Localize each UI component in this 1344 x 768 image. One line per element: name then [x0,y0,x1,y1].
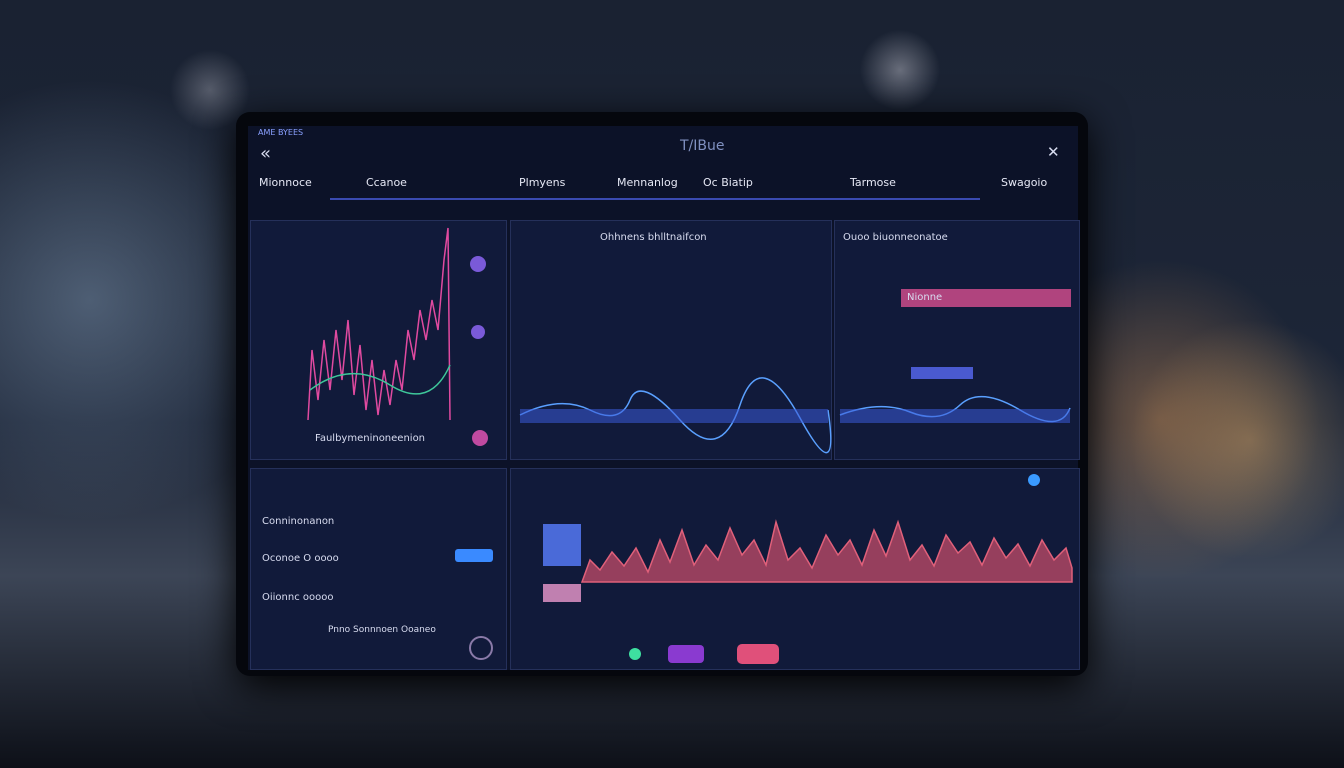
status-dot [629,648,641,660]
close-button[interactable]: ✕ [1047,143,1060,161]
icon-button[interactable] [470,256,486,272]
tab[interactable]: Plmyens [519,176,566,189]
waveform [580,519,1073,583]
button[interactable] [668,645,704,663]
tab-underline [330,198,980,200]
band [840,409,1070,423]
spike-line [307,227,451,421]
tab[interactable]: Tarmose [850,176,896,189]
trend-line [309,364,451,395]
panel [250,220,507,460]
toggle[interactable] [455,549,493,562]
band [520,409,828,423]
tab[interactable]: Ccanoe [366,176,407,189]
icon-button[interactable] [472,430,488,446]
icon-button[interactable] [471,325,485,339]
row-label: Oiionnc ooooo [262,592,334,603]
tab[interactable]: Mionnoce [259,176,312,189]
panel [250,468,507,670]
block [543,584,581,602]
status-dot [1028,474,1040,486]
icon-button[interactable] [469,636,493,660]
brand: AME BYEES [258,128,304,137]
back-button[interactable]: « [260,143,272,164]
panel-footer: Pnno Sonnnoen Ooaneo [328,625,436,635]
button[interactable] [737,644,779,664]
panel-title: Ouoo biuonneonatoe [843,232,948,243]
tab[interactable]: Oc Biatip [703,176,753,189]
row-label: Oconoe O oooo [262,553,339,564]
row-label: Conninonanon [262,516,335,527]
panel-title: Ohhnens bhlltnaifcon [600,232,707,243]
highlight-button[interactable]: Nionne [901,289,1071,307]
tab[interactable]: Swagoio [1001,176,1048,189]
title: T/IBue [680,138,725,154]
panel-footer: Faulbymeninoneenion [315,433,426,444]
tab[interactable]: Mennanlog [617,176,678,189]
button[interactable] [911,367,973,379]
block [543,524,581,566]
